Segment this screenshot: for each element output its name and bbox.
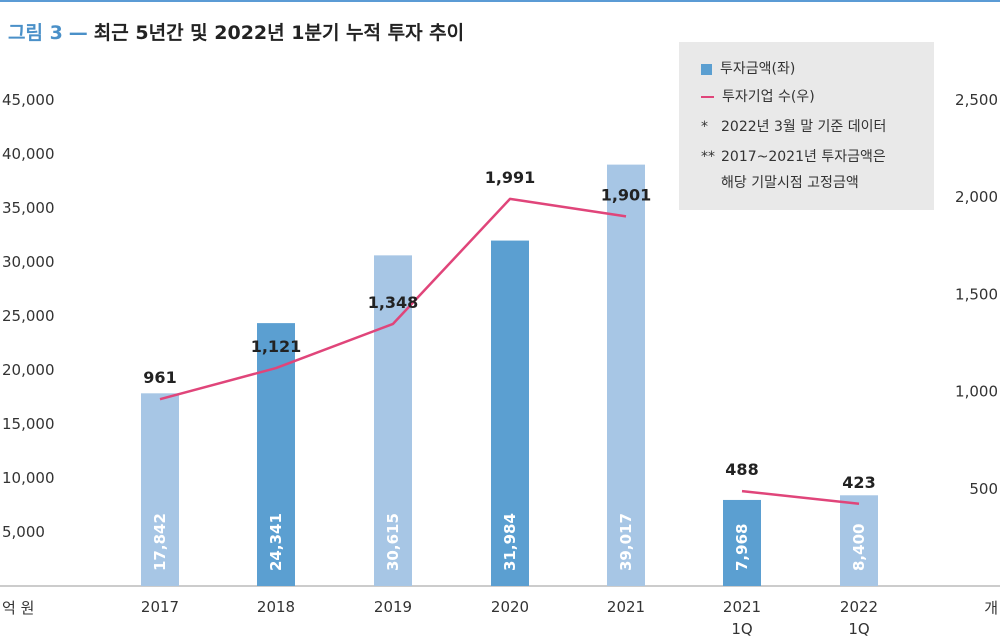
x-tick-label: 2022 1Q <box>840 598 878 638</box>
left-tick-label: 30,000 <box>2 253 55 271</box>
left-tick-label: 45,000 <box>2 91 55 109</box>
x-axis: 2017 2018 2019 2020 2021 2021 1Q 2022 1Q <box>141 598 878 638</box>
left-tick-label: 15,000 <box>2 415 55 433</box>
right-tick-label: 1,000 <box>955 383 998 401</box>
x-tick-label: 2017 <box>141 598 179 616</box>
legend-item-line: 투자기업 수(우) <box>701 86 815 106</box>
right-tick-label: 2,000 <box>955 188 998 206</box>
top-rule <box>0 0 1000 2</box>
chart-title: 그림 3— 최근 5년간 및 2022년 1분기 누적 투자 추이 <box>8 18 464 45</box>
note1-text: 2022년 3월 말 기준 데이터 <box>721 119 887 135</box>
right-axis: 500 1,000 1,500 2,000 2,500 <box>955 91 998 498</box>
bar-value-label: 24,341 <box>267 513 285 571</box>
bar <box>723 499 761 586</box>
line-value-label: 1,991 <box>485 168 536 187</box>
bar-value-label: 30,615 <box>384 513 402 571</box>
line-value-label: 961 <box>143 368 176 387</box>
line-value-label: 1,901 <box>601 185 652 204</box>
left-tick-label: 20,000 <box>2 361 55 379</box>
line-series <box>159 197 860 506</box>
left-tick-label: 10,000 <box>2 469 55 487</box>
right-tick-label: 500 <box>969 480 998 498</box>
left-tick-label: 40,000 <box>2 145 55 163</box>
legend-line-label: 투자기업 수(우) <box>722 89 815 105</box>
bar-value-labels: 17,842 24,341 30,615 31,984 39,017 7,968 8,400 <box>151 513 868 571</box>
title-text: 최근 5년간 및 2022년 1분기 누적 투자 추이 <box>93 22 465 44</box>
bar <box>491 240 529 586</box>
line-value-label: 488 <box>725 460 758 479</box>
x-tick-label: 2021 <box>607 598 645 616</box>
line-swatch <box>701 96 714 98</box>
left-tick-label: 25,000 <box>2 307 55 325</box>
legend-box: 투자금액(좌) 투자기업 수(우) * 2022년 3월 말 기준 데이터 ** 2… <box>679 42 934 210</box>
note2-line2: 해당 기말시점 고정금액 <box>721 175 859 191</box>
title-dash: — <box>68 22 88 44</box>
note2-line1: 2017~2021년 투자금액은 <box>721 149 886 165</box>
bar-value-label: 8,400 <box>850 524 868 571</box>
line-value-labels: 961 1,121 1,348 1,991 1,901 488 423 <box>143 168 875 492</box>
line-value-label: 423 <box>842 473 875 492</box>
right-axis-unit: 개 <box>984 599 998 617</box>
line-value-label: 1,121 <box>251 337 302 356</box>
note1-mark: * <box>701 119 708 135</box>
right-tick-label: 2,500 <box>955 91 998 109</box>
legend-note-1: * 2022년 3월 말 기준 데이터 <box>701 116 886 136</box>
legend-note-2-cont: 해당 기말시점 고정금액 <box>701 172 859 192</box>
x-tick-label: 2019 <box>374 598 412 616</box>
left-axis: 5,000 10,000 15,000 20,000 25,000 30,000 35,00… <box>2 91 55 541</box>
figure-label: 그림 3 <box>8 22 63 44</box>
bar-value-label: 17,842 <box>151 513 169 571</box>
bar-value-label: 7,968 <box>733 524 751 571</box>
bar <box>840 495 878 586</box>
bar <box>141 393 179 586</box>
series-line <box>741 489 860 506</box>
right-tick-label: 1,500 <box>955 285 998 303</box>
legend-item-bar: 투자금액(좌) <box>701 58 795 78</box>
legend-bar-label: 투자금액(좌) <box>720 61 796 77</box>
bar-value-label: 31,984 <box>501 513 519 571</box>
bar <box>607 164 645 586</box>
bar-swatch <box>701 63 712 75</box>
left-tick-label: 5,000 <box>2 523 45 541</box>
line-value-label: 1,348 <box>368 293 419 312</box>
x-tick-label: 2020 <box>491 598 529 616</box>
left-axis-unit: 억 원 <box>2 599 34 617</box>
x-tick-label: 2018 <box>257 598 295 616</box>
series-line <box>159 197 627 401</box>
left-tick-label: 35,000 <box>2 199 55 217</box>
note2-mark: ** <box>701 149 715 165</box>
bar-value-label: 39,017 <box>617 513 635 571</box>
legend-note-2: ** 2017~2021년 투자금액은 <box>701 146 886 166</box>
x-tick-label: 2021 1Q <box>723 598 761 638</box>
